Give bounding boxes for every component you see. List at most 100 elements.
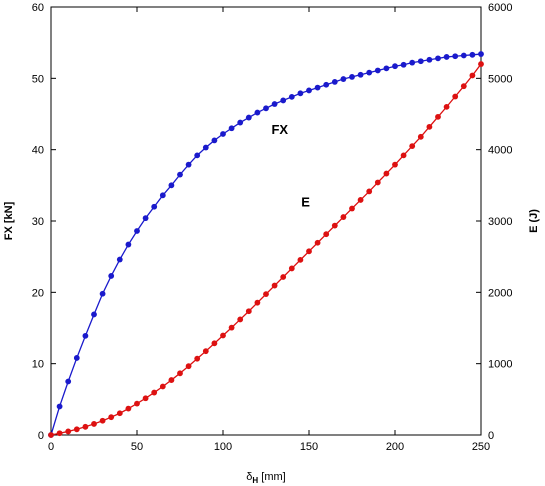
data-point-e-32: [323, 231, 330, 238]
y-axis-title-left: FX [kN]: [3, 201, 15, 240]
axis-ticks: 0 50 100 150 200 2500102030405060010002000300…: [32, 2, 513, 453]
data-point-fx-45: [435, 55, 441, 62]
data-point-fx-8: [116, 256, 123, 263]
data-point-fx-20: [220, 131, 226, 137]
data-point-e-48: [460, 83, 467, 90]
data-point-fx-43: [417, 58, 424, 65]
data-point-fx-44: [426, 56, 433, 63]
data-point-fx-9: [125, 241, 132, 248]
data-point-e-43: [417, 133, 424, 140]
data-point-fx-16: [185, 161, 192, 168]
data-point-fx-32: [323, 81, 330, 88]
data-point-fx-25: [263, 105, 269, 112]
data-point-e-39: [383, 170, 390, 177]
data-point-e-1: [56, 430, 63, 437]
data-point-fx-26: [271, 101, 278, 107]
data-point-fx-47: [452, 53, 459, 60]
data-point-fx-37: [366, 69, 373, 76]
data-point-e-27: [280, 274, 287, 280]
data-point-fx-35: [349, 74, 355, 80]
series-line-e: [50, 63, 482, 436]
data-point-fx-4: [82, 332, 89, 339]
x-tick-label-0: 0: [48, 441, 54, 453]
y2-tick-label-4: 4000: [488, 145, 512, 157]
data-point-e-45: [435, 113, 441, 120]
data-point-e-12: [151, 389, 158, 396]
data-point-fx-41: [400, 61, 407, 68]
data-point-fx-30: [306, 87, 312, 94]
data-point-fx-11: [142, 215, 149, 222]
data-point-fx-3: [73, 355, 80, 361]
data-point-fx-50: [478, 51, 484, 57]
y-tick-label-1: 10: [32, 359, 44, 371]
data-point-e-5: [91, 421, 97, 427]
data-point-e-14: [168, 377, 175, 383]
y2-tick-label-1: 1000: [488, 359, 512, 371]
y2-tick-label-2: 2000: [488, 287, 512, 299]
x-axis-title-unit: [mm]: [258, 471, 286, 483]
data-point-e-46: [443, 103, 450, 110]
x-tick-label-1: 50: [131, 441, 143, 453]
data-point-e-19: [211, 340, 218, 347]
data-point-fx-10: [134, 228, 140, 234]
y2-tick-label-0: 0: [488, 430, 494, 442]
data-point-e-10: [134, 400, 140, 407]
data-point-e-15: [177, 370, 183, 377]
data-point-fx-13: [159, 192, 166, 199]
data-point-e-38: [374, 179, 381, 186]
data-point-fx-49: [469, 51, 476, 58]
data-point-e-40: [392, 161, 398, 168]
data-point-fx-24: [254, 109, 261, 116]
series-layer: [48, 51, 484, 438]
data-point-e-33: [331, 222, 338, 229]
data-point-fx-38: [374, 67, 381, 74]
data-point-e-8: [116, 410, 123, 417]
data-point-fx-42: [409, 59, 416, 66]
data-point-e-20: [220, 332, 226, 339]
data-point-e-9: [125, 405, 132, 412]
y-tick-label-0: 0: [38, 430, 44, 442]
data-point-fx-34: [340, 76, 347, 82]
data-point-fx-36: [357, 71, 364, 78]
data-point-e-21: [228, 324, 235, 331]
data-point-e-49: [469, 72, 476, 79]
y2-tick-label-5: 5000: [488, 73, 512, 85]
data-point-e-2: [65, 428, 72, 435]
data-point-e-25: [263, 291, 269, 298]
data-point-fx-14: [168, 182, 175, 189]
y2-tick-label-3: 3000: [488, 216, 512, 228]
plot-area: [50, 6, 482, 436]
x-tick-label-2: 100: [214, 441, 232, 453]
data-point-fx-2: [65, 378, 72, 385]
data-point-fx-33: [331, 79, 338, 85]
data-point-fx-46: [443, 54, 450, 60]
data-point-e-28: [288, 265, 295, 272]
data-point-fx-22: [237, 119, 244, 126]
data-point-fx-17: [194, 152, 201, 159]
data-point-e-47: [452, 93, 459, 100]
y-tick-label-5: 50: [32, 73, 44, 85]
y2-tick-label-6: 6000: [488, 2, 512, 14]
data-point-e-42: [409, 143, 416, 150]
data-point-e-17: [194, 355, 201, 362]
data-point-e-44: [426, 123, 433, 130]
data-point-e-3: [73, 426, 80, 433]
data-point-e-6: [99, 417, 106, 424]
data-point-fx-40: [392, 63, 398, 70]
y-tick-label-2: 20: [32, 287, 44, 299]
data-point-fx-6: [99, 290, 106, 297]
data-point-fx-5: [91, 311, 97, 318]
data-point-fx-12: [151, 203, 158, 210]
x-tick-label-3: 150: [300, 441, 318, 453]
x-axis-title-subscript: H: [252, 476, 258, 485]
data-point-e-11: [142, 395, 149, 402]
y-axis-title-right: E (J): [528, 209, 540, 233]
data-point-e-13: [159, 383, 166, 390]
y-tick-label-4: 40: [32, 145, 44, 157]
x-axis-title-symbol: δ: [246, 471, 252, 483]
data-point-e-30: [306, 248, 312, 255]
data-point-e-34: [340, 214, 347, 220]
data-point-fx-23: [245, 114, 252, 121]
data-point-e-4: [82, 423, 89, 430]
